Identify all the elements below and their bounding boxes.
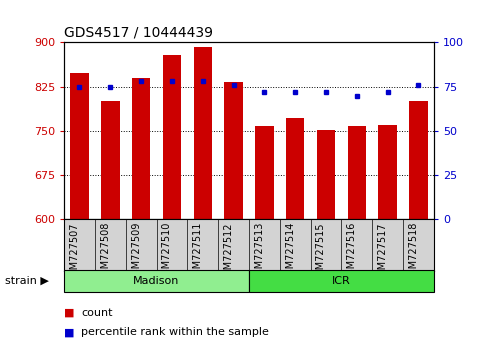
Bar [255, 126, 274, 219]
Bar [132, 78, 150, 219]
Bar [101, 102, 119, 219]
Bar [70, 73, 89, 219]
Text: GSM727510: GSM727510 [162, 222, 172, 281]
Bar [348, 126, 366, 219]
Text: GSM727517: GSM727517 [378, 222, 387, 281]
Text: GSM727516: GSM727516 [347, 222, 357, 281]
Text: GSM727515: GSM727515 [316, 222, 326, 281]
Text: strain ▶: strain ▶ [5, 276, 49, 286]
Text: ■: ■ [64, 327, 74, 337]
Text: Madison: Madison [133, 276, 180, 286]
Text: GSM727511: GSM727511 [193, 222, 203, 281]
Text: GSM727507: GSM727507 [70, 222, 79, 281]
Bar [193, 47, 212, 219]
Text: ICR: ICR [332, 276, 351, 286]
Text: ■: ■ [64, 308, 74, 318]
Text: GSM727513: GSM727513 [254, 222, 264, 281]
Text: GDS4517 / 10444439: GDS4517 / 10444439 [64, 26, 213, 40]
Bar [224, 82, 243, 219]
Bar [409, 102, 427, 219]
Text: GSM727518: GSM727518 [408, 222, 419, 281]
Text: GSM727512: GSM727512 [223, 222, 234, 281]
Bar [64, 270, 249, 292]
Bar [249, 270, 434, 292]
Bar [317, 130, 335, 219]
Text: percentile rank within the sample: percentile rank within the sample [81, 327, 269, 337]
Text: count: count [81, 308, 113, 318]
Bar [163, 56, 181, 219]
Text: GSM727514: GSM727514 [285, 222, 295, 281]
Text: GSM727508: GSM727508 [100, 222, 110, 281]
Bar [286, 118, 305, 219]
Bar [378, 125, 397, 219]
Text: GSM727509: GSM727509 [131, 222, 141, 281]
